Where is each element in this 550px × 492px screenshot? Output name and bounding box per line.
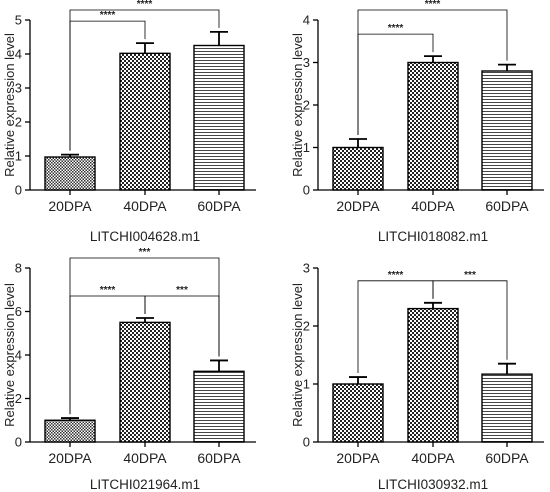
error-bar	[61, 417, 79, 421]
panel-title: LITCHI030932.m1	[378, 477, 488, 492]
x-tick-label: 60DPA	[197, 198, 241, 214]
bar-60DPA	[193, 370, 245, 443]
y-tick-label: 3	[15, 81, 22, 96]
bar-20DPA	[332, 146, 384, 191]
error-bar	[424, 301, 442, 309]
x-tick-label: 20DPA	[48, 450, 92, 466]
y-tick-label: 8	[15, 261, 22, 276]
error-bar	[210, 31, 228, 46]
bar-40DPA	[407, 307, 459, 443]
bar-20DPA	[332, 383, 384, 443]
y-tick-label: 2	[15, 115, 22, 130]
significance-label: ****	[388, 23, 404, 34]
y-tick-label: 4	[15, 348, 22, 363]
y-tick-label: 3	[303, 55, 310, 70]
bar-20DPA	[44, 419, 96, 443]
y-tick-label: 4	[15, 47, 22, 62]
panel-title: LITCHI018082.m1	[378, 229, 488, 244]
x-tick-label: 60DPA	[485, 198, 529, 214]
bar-60DPA	[481, 70, 533, 191]
significance-label: ***	[139, 247, 151, 258]
error-bar	[136, 317, 154, 323]
y-tick-label: 1	[15, 149, 22, 164]
x-tick-label: 40DPA	[123, 450, 167, 466]
y-tick-label: 1	[303, 140, 310, 155]
error-bar	[498, 362, 516, 375]
significance-bracket	[357, 9, 508, 135]
y-tick-label: 2	[15, 391, 22, 406]
chart-panel-1: 0 1 2 3 4 5 Relative expression level 20DPA 40DP…	[2, 0, 256, 244]
y-axis-label: Relative expression level	[2, 33, 17, 177]
y-axis-label: Relative expression level	[290, 283, 305, 427]
bar-40DPA	[407, 61, 459, 191]
y-tick-label: 4	[303, 13, 310, 28]
y-tick-label: 0	[303, 435, 310, 450]
x-tick-label: 60DPA	[485, 450, 529, 466]
error-bar	[498, 63, 516, 71]
error-bar	[136, 42, 154, 54]
x-tick-label: 60DPA	[197, 450, 241, 466]
panel-title: LITCHI004628.m1	[90, 229, 200, 244]
x-tick-label: 20DPA	[336, 450, 380, 466]
chart-panel-2: 0 1 2 3 4 Relative expression level 20DPA 40DPA…	[290, 0, 544, 244]
y-tick-label: 0	[15, 435, 22, 450]
y-axis-label: Relative expression level	[2, 283, 17, 427]
significance-label: ****	[100, 10, 116, 21]
error-bar	[210, 359, 228, 372]
significance-label: ***	[464, 270, 476, 281]
significance-label: ****	[100, 285, 116, 296]
y-tick-label: 3	[303, 261, 310, 276]
chart-panel-4: 0 1 2 3 Relative expression level 20DPA 40DPA 6…	[290, 261, 544, 492]
significance-label: ****	[388, 270, 404, 281]
bar-20DPA	[44, 156, 96, 191]
significance-label: ***	[176, 285, 188, 296]
error-bar	[349, 376, 367, 384]
y-tick-label: 0	[15, 183, 22, 198]
significance-label: ****	[425, 0, 441, 10]
y-tick-label: 5	[15, 13, 22, 28]
significance-bracket	[432, 280, 508, 360]
y-tick-label: 2	[303, 98, 310, 113]
bar-60DPA	[193, 44, 245, 191]
x-tick-label: 40DPA	[411, 198, 455, 214]
y-axis-label: Relative expression level	[290, 33, 305, 177]
x-tick-label: 20DPA	[48, 198, 92, 214]
y-tick-label: 1	[303, 377, 310, 392]
x-tick-label: 40DPA	[123, 198, 167, 214]
x-tick-label: 40DPA	[411, 450, 455, 466]
y-tick-label: 2	[303, 319, 310, 334]
panel-title: LITCHI021964.m1	[90, 477, 200, 492]
x-tick-label: 20DPA	[336, 198, 380, 214]
bar-40DPA	[119, 321, 171, 443]
y-tick-label: 6	[15, 304, 22, 319]
bar-40DPA	[119, 52, 171, 191]
error-bar	[349, 138, 367, 148]
significance-bracket	[69, 9, 220, 151]
bar-60DPA	[481, 373, 533, 443]
chart-panel-3: 0 2 4 6 8 Relative expression level 20DPA 40DPA…	[2, 247, 256, 492]
significance-label: ****	[137, 0, 153, 10]
significance-bracket	[69, 257, 220, 415]
error-bar	[61, 153, 79, 158]
error-bar	[424, 55, 442, 63]
y-tick-label: 0	[303, 183, 310, 198]
